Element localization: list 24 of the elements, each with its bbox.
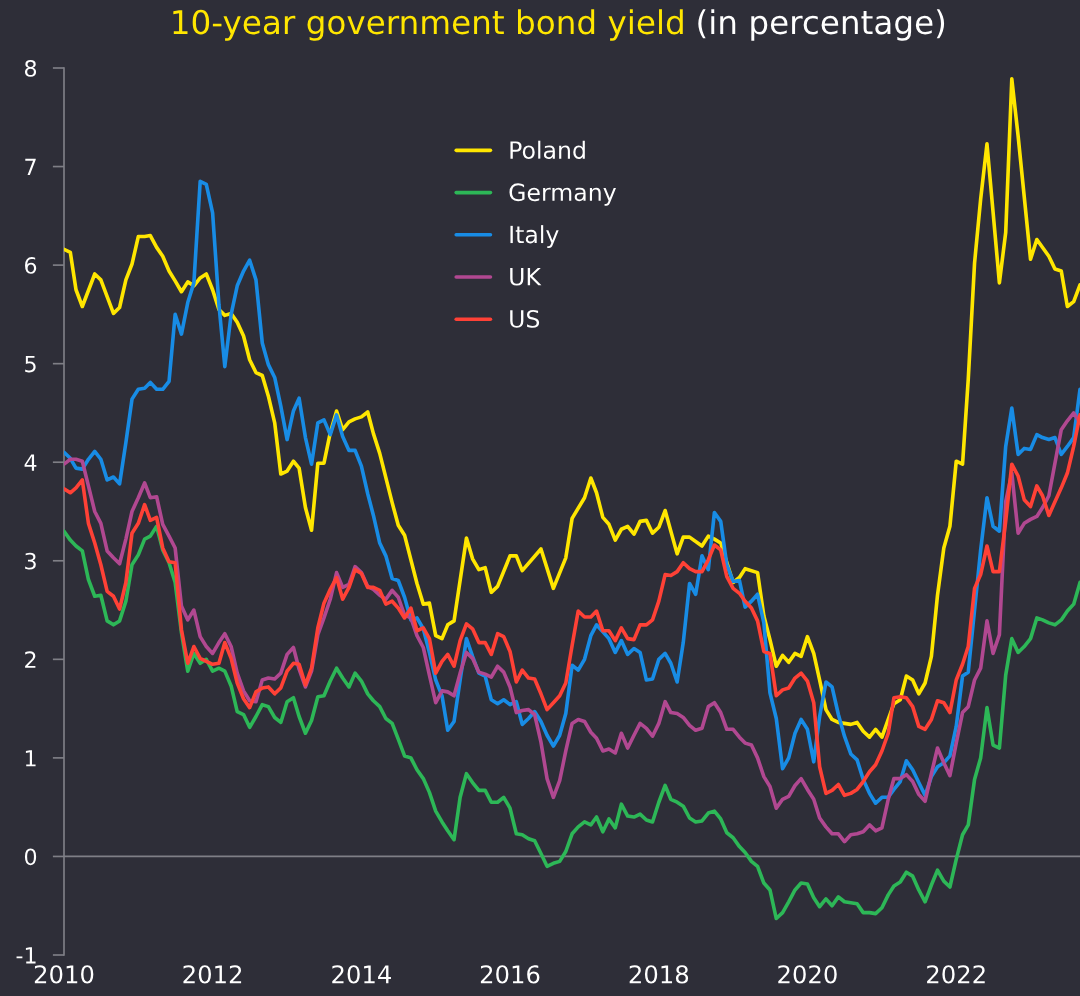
- x-tick-label: 2012: [183, 965, 242, 984]
- y-tick-label: 7: [25, 158, 36, 175]
- x-tick-label: 2014: [332, 965, 391, 984]
- y-tick-label: 1: [25, 750, 36, 767]
- chart-subtitle: (in percentage): [698, 9, 945, 41]
- x-tick-label: 2018: [629, 965, 689, 984]
- y-tick-label: 0: [24, 848, 37, 866]
- x-tick-label: 2010: [34, 965, 94, 984]
- legend-label: Italy: [510, 225, 559, 248]
- legend-label: UK: [510, 268, 542, 286]
- y-tick-label: 8: [24, 59, 37, 77]
- x-tick-label: 2022: [927, 965, 985, 984]
- legend-label: US: [510, 309, 540, 328]
- x-tick-label: 2020: [778, 965, 837, 984]
- y-tick-label: 3: [25, 552, 36, 570]
- x-tick-label: 2016: [480, 965, 540, 984]
- y-tick-label: 2: [25, 651, 36, 668]
- y-tick-label: 5: [25, 355, 36, 373]
- legend-label: Germany: [509, 183, 616, 206]
- legend-label: Poland: [510, 140, 585, 159]
- y-tick-label: 6: [25, 257, 37, 274]
- y-tick-label: -1: [16, 947, 36, 964]
- y-tick-label: 4: [24, 454, 37, 471]
- chart-title: 10-year government bond yield: [173, 9, 683, 41]
